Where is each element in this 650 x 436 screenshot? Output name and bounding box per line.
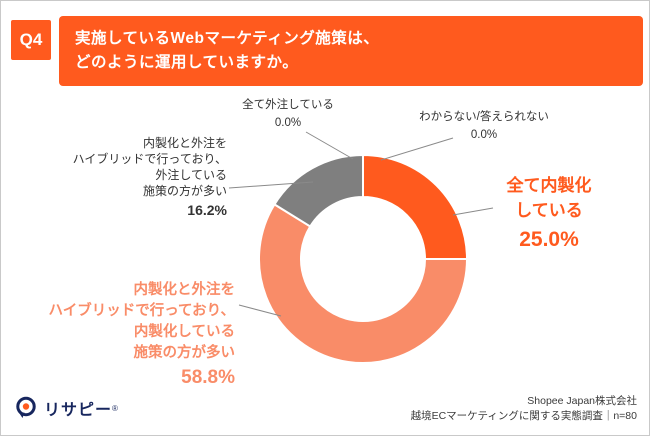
leader-line-hybrid-inhouse bbox=[238, 304, 282, 317]
donut-segment-0 bbox=[362, 153, 469, 260]
donut-segments bbox=[258, 153, 469, 364]
label-unknown-value: 0.0% bbox=[470, 129, 498, 141]
label-hybrid-inhouse-l1: 内製化と外注を bbox=[133, 282, 236, 298]
risapi-logo-text: リサピー bbox=[44, 402, 113, 419]
label-hybrid-inhouse-value: 58.8% bbox=[181, 367, 235, 388]
label-unknown: わからない/答えられない 0.0% bbox=[399, 109, 569, 143]
label-hybrid-outsourced-l4: 施策の方が多い bbox=[142, 184, 227, 198]
source-attribution: Shopee Japan株式会社 越境ECマーケティングに関する実態調査｜n=8… bbox=[411, 394, 637, 424]
label-all-inhouse: 全て内製化 している 25.0% bbox=[488, 173, 610, 252]
label-hybrid-inhouse-l4: 施策の方が多い bbox=[133, 345, 236, 361]
label-hybrid-inhouse-l2: ハイブリッドで行っており、 bbox=[48, 303, 235, 319]
registered-mark: ® bbox=[112, 403, 118, 413]
leader-line-unknown bbox=[380, 137, 454, 161]
label-all-inhouse-value: 25.0% bbox=[519, 228, 579, 251]
label-all-inhouse-l1: 全て内製化 bbox=[506, 176, 592, 195]
label-all-outsourced-text: 全て外注している bbox=[242, 99, 334, 111]
label-all-outsourced: 全て外注している 0.0% bbox=[218, 97, 358, 131]
label-hybrid-outsourced-l2: ハイブリッドで行っており、 bbox=[72, 152, 227, 166]
source-company: Shopee Japan株式会社 bbox=[527, 395, 637, 407]
leader-line-hybrid-outsourced bbox=[228, 181, 314, 189]
question-title: 実施しているWebマーケティング施策は、 どのように運用していますか。 bbox=[59, 16, 643, 86]
label-hybrid-outsourced-value: 16.2% bbox=[187, 202, 227, 218]
label-all-outsourced-value: 0.0% bbox=[274, 117, 302, 129]
question-title-line1: 実施しているWebマーケティング施策は、 bbox=[75, 30, 380, 47]
label-hybrid-outsourced-l3: 外注している bbox=[155, 168, 227, 182]
risapi-logo-icon bbox=[16, 396, 36, 418]
leader-line-all-outsourced bbox=[305, 131, 354, 160]
donut-segment-1 bbox=[258, 203, 469, 364]
label-hybrid-outsourced-l1: 内製化と外注を bbox=[142, 136, 227, 150]
question-number-badge: Q4 bbox=[11, 20, 51, 60]
label-unknown-text: わからない/答えられない bbox=[419, 111, 549, 123]
label-hybrid-outsourced: 内製化と外注を ハイブリッドで行っており、 外注している 施策の方が多い 16.… bbox=[59, 135, 227, 218]
donut-segment-2 bbox=[273, 153, 364, 228]
label-hybrid-inhouse: 内製化と外注を ハイブリッドで行っており、 内製化している 施策の方が多い 58… bbox=[39, 280, 235, 388]
label-all-inhouse-l2: している bbox=[515, 201, 583, 220]
source-survey: 越境ECマーケティングに関する実態調査｜n=80 bbox=[410, 410, 637, 422]
risapi-logo: リサピー ® bbox=[13, 395, 118, 421]
question-title-line2: どのように運用していますか。 bbox=[75, 54, 299, 71]
leader-line-all-inhouse bbox=[452, 207, 494, 216]
label-hybrid-inhouse-l3: 内製化している bbox=[133, 324, 235, 340]
